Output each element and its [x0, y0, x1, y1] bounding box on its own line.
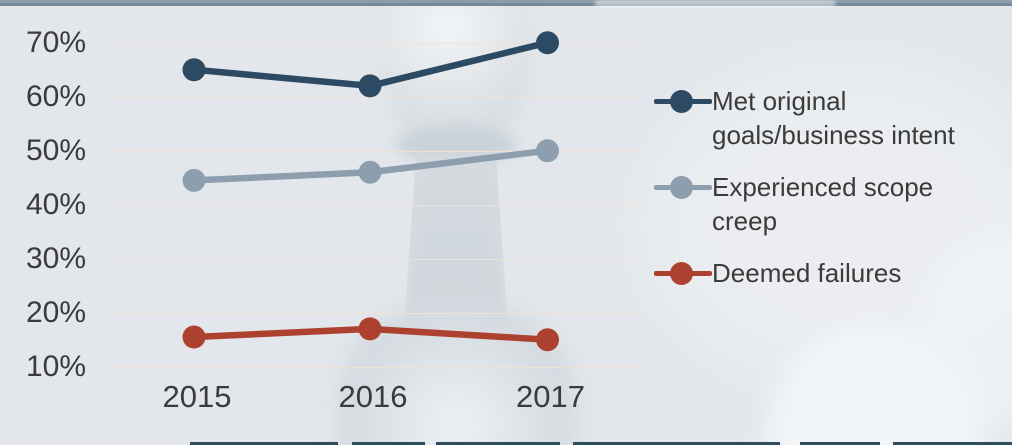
- top-border-bar-lower: [0, 3, 1012, 6]
- legend-label: Experienced scope creep: [712, 170, 933, 238]
- legend-dot: [670, 176, 693, 199]
- legend-dot: [670, 90, 693, 113]
- data-point: [358, 74, 382, 98]
- legend-dot: [670, 262, 693, 285]
- y-tick-label: 70%: [25, 25, 86, 59]
- y-tick-label: 30%: [25, 241, 86, 275]
- legend-label-line: Deemed failures: [712, 258, 902, 288]
- legend-marker-icon: [654, 170, 712, 204]
- x-tick-label: 2015: [162, 379, 232, 414]
- y-tick-label: 40%: [25, 187, 86, 221]
- data-point: [182, 168, 206, 192]
- x-tick-label: 2016: [338, 379, 408, 414]
- data-point: [536, 328, 559, 352]
- legend-label-line: creep: [712, 206, 778, 236]
- gridline: [104, 42, 640, 44]
- data-point: [182, 325, 206, 349]
- legend-label: Deemed failures: [712, 256, 901, 290]
- data-point: [358, 317, 382, 341]
- y-tick-label: 50%: [25, 133, 86, 167]
- legend-marker-icon: [654, 84, 712, 118]
- top-border-highlight: [595, 0, 835, 7]
- legend-item: Deemed failures: [654, 256, 901, 290]
- y-tick-label: 20%: [25, 295, 86, 329]
- legend-label-line: Experienced scope: [712, 172, 934, 202]
- gridline: [104, 366, 640, 368]
- legend-label-line: Met original: [712, 86, 847, 116]
- gridline: [104, 258, 640, 260]
- data-point: [358, 160, 382, 184]
- data-point: [536, 139, 559, 163]
- data-point: [536, 31, 559, 55]
- legend-label-line: goals/business intent: [712, 120, 955, 150]
- y-tick-label: 60%: [25, 79, 86, 113]
- x-tick-label: 2017: [516, 379, 585, 414]
- bottom-border-bar: [190, 442, 1012, 445]
- data-point: [182, 58, 206, 82]
- legend-item: Experienced scope creep: [654, 170, 933, 238]
- legend-marker-icon: [654, 256, 712, 290]
- gridline: [104, 204, 640, 206]
- legend-label: Met original goals/business intent: [712, 84, 955, 152]
- gridline: [104, 150, 640, 152]
- legend-item: Met original goals/business intent: [654, 84, 955, 152]
- y-tick-label: 10%: [25, 349, 86, 383]
- gridline: [104, 312, 640, 314]
- top-border-bar: [0, 0, 1012, 4]
